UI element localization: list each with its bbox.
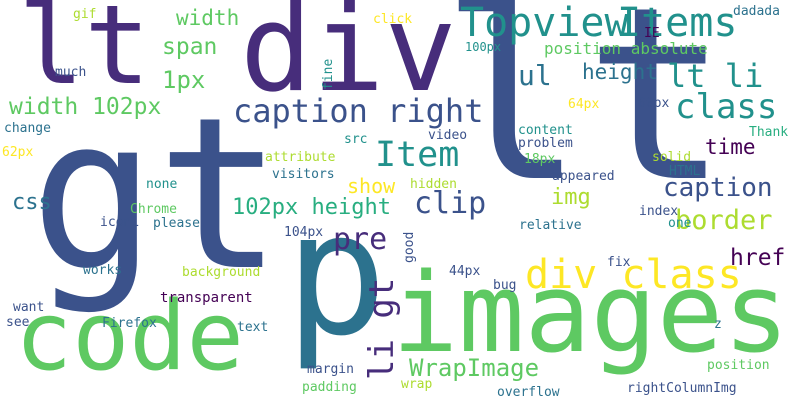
word-fix: fix [607, 255, 631, 270]
word-lt-big: lt [440, 0, 729, 235]
word-css: css [12, 190, 52, 215]
word-width-102px: width 102px [9, 94, 162, 120]
word-change: change [4, 121, 51, 136]
word-gif: gif [73, 7, 97, 22]
word-chrome: Chrome [130, 202, 177, 217]
word-solid: solid [652, 150, 692, 165]
word-please: please [153, 216, 200, 231]
word-one: one [668, 216, 692, 231]
word-caption: caption [663, 173, 773, 203]
word-none: none [146, 177, 178, 192]
word-hidden: hidden [410, 177, 457, 192]
word-pre: pre [333, 222, 388, 257]
word-time: time [705, 135, 756, 159]
word-good: good [402, 231, 417, 263]
word-href: href [730, 245, 786, 271]
word-problem: problem [518, 136, 573, 151]
word-62px: 62px [2, 145, 34, 160]
word-44px: 44px [449, 264, 481, 279]
word-1px: 1px [162, 66, 206, 94]
word-ie: IE [644, 26, 660, 41]
word-span: span [162, 34, 218, 60]
word-p: p [285, 176, 388, 374]
word-wrapimage: WrapImage [409, 354, 540, 382]
word-firefox: Firefox [102, 316, 157, 331]
word-60px: 60px [638, 96, 670, 111]
word-click: click [373, 12, 413, 27]
word-relative: relative [519, 218, 582, 233]
word-wrap: wrap [401, 377, 433, 392]
word-li-gt: li gt [362, 277, 402, 380]
word-html: HTML [669, 164, 701, 179]
word-background: background [182, 265, 261, 280]
word-index: index [639, 204, 679, 219]
word-margin: margin [307, 362, 354, 377]
word-text: text [237, 320, 269, 335]
word-rightcolumnimg: rightColumnImg [627, 381, 737, 396]
word-caption-right: caption right [233, 92, 484, 130]
word-fine: fine [321, 58, 336, 90]
word-item: Item [375, 135, 460, 175]
word-100px: 100px [465, 40, 502, 54]
word-gt: gt [30, 72, 283, 317]
word-104px: 104px [284, 225, 324, 240]
word-div-class: div class [525, 252, 742, 298]
word-height-102px: 102px height [232, 195, 391, 220]
word-padding: padding [302, 380, 357, 395]
word-position: position [707, 358, 770, 373]
word-attribute: attribute [265, 150, 336, 165]
word-width: width [176, 6, 240, 30]
word-img: img [551, 185, 591, 210]
word-video: video [428, 128, 468, 143]
word-visitors: visitors [272, 167, 335, 182]
word-ul: ul [518, 59, 552, 92]
word-items: Items [617, 0, 738, 46]
word-show: show [347, 174, 396, 198]
word-height: height [582, 60, 658, 84]
word-lt-left: lt [18, 0, 151, 109]
word-clip: clip [414, 186, 487, 221]
word-overflow: overflow [497, 385, 560, 400]
word-appeared: appeared [552, 169, 615, 184]
word-much: much [55, 65, 87, 80]
word-class: class [675, 87, 778, 127]
word-18px: 18px [524, 152, 556, 167]
word-works: works [83, 263, 123, 278]
word-transparent: transparent [160, 290, 253, 306]
word-code: code [15, 282, 244, 392]
word-see: see [6, 315, 30, 330]
word-border: border [675, 205, 773, 236]
word-src: src [344, 132, 368, 147]
word-z: z [714, 317, 722, 332]
word-dadada: dadada [733, 4, 780, 19]
word-topview: Topview [460, 0, 629, 46]
word-64px: 64px [568, 97, 600, 112]
word-thank: Thank [749, 125, 789, 140]
word-bug: bug [493, 278, 517, 293]
word-want: want [13, 300, 45, 315]
word-images: images [392, 249, 790, 377]
word-div: div [240, 0, 457, 119]
word-content: content [518, 123, 573, 138]
word-icon1: icon1 [100, 215, 140, 230]
word-lt-li: lt li [667, 57, 764, 95]
word-position-absolute: position absolute [544, 39, 708, 58]
